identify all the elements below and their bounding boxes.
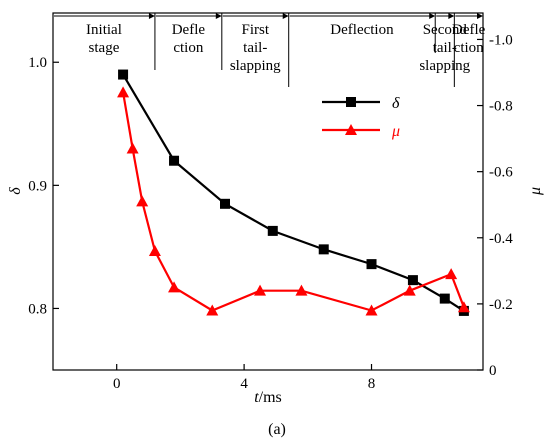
x-axis-variable: t [254, 389, 259, 406]
stage-label: ction [173, 40, 203, 56]
stage-label: First [242, 22, 270, 38]
data-point-square [267, 225, 278, 236]
right-axis-ticks: 0 -0.2 -0.4 -0.6 -0.8 -1.0 [477, 32, 513, 379]
right-tick-label: -0.4 [489, 231, 513, 247]
stage-label: stage [89, 40, 120, 56]
figure-caption: (a) [268, 421, 286, 438]
stage-label: tail- [433, 40, 457, 56]
series-layer [117, 69, 470, 316]
x-tick-label: 8 [368, 376, 376, 392]
stage-arrowhead [448, 13, 455, 19]
legend-marker-square [346, 97, 356, 107]
right-tick-label: -0.2 [489, 297, 513, 313]
data-point-square [318, 244, 329, 255]
series-line [121, 92, 465, 312]
data-point-triangle [403, 284, 416, 296]
data-point-square [220, 198, 230, 209]
right-tick-label: -0.8 [489, 99, 513, 115]
stage-label: slapping [419, 58, 470, 74]
data-point-square [439, 293, 450, 304]
data-point-triangle [254, 284, 267, 296]
left-tick-label: 0.8 [28, 301, 47, 317]
right-tick-label: -1.0 [489, 32, 513, 48]
data-point-triangle [168, 281, 181, 293]
x-axis-unit: /ms [259, 389, 282, 406]
left-axis-title: δ [7, 187, 24, 195]
data-point-square [169, 155, 180, 166]
stage-label: tail- [243, 40, 267, 56]
x-tick-label: 0 [113, 376, 121, 392]
left-tick-label: 1.0 [28, 55, 47, 71]
data-point-triangle [445, 268, 458, 280]
plot-frame [52, 12, 484, 371]
stage-label: Defle [452, 22, 486, 38]
data-point-square [366, 259, 377, 270]
data-point-triangle [457, 301, 470, 313]
legend: δμ [322, 95, 400, 140]
data-point-triangle [295, 284, 308, 296]
stage-arrowhead [429, 13, 436, 19]
stage-label: Initial [86, 22, 122, 38]
stage-arrowhead [282, 13, 289, 19]
stage-label: slapping [230, 58, 281, 74]
stage-arrowhead [215, 13, 222, 19]
data-point-triangle [136, 195, 149, 207]
left-tick-label: 0.9 [28, 178, 47, 194]
stage-label: Second [423, 22, 468, 38]
stage-label: Deflection [330, 22, 394, 38]
data-point-triangle [206, 304, 219, 316]
legend-label: μ [391, 123, 400, 140]
data-point-square [407, 275, 418, 286]
stage-arrowhead [477, 13, 483, 19]
stage-label: Defle [172, 22, 206, 38]
left-axis-ticks: 0.8 0.9 1.0 [28, 55, 59, 317]
stage-arrowhead [148, 13, 155, 19]
stage-label: ction [454, 40, 484, 56]
right-tick-label: 0 [489, 363, 497, 379]
right-axis-title: μ [527, 187, 544, 196]
x-tick-label: 4 [240, 376, 248, 392]
data-point-triangle [148, 245, 161, 256]
right-tick-label: -0.6 [489, 165, 513, 181]
data-point-triangle [365, 304, 378, 316]
bottom-axis-ticks: 0 4 8 [113, 364, 375, 392]
data-point-triangle [117, 86, 130, 98]
data-point-triangle [126, 142, 139, 154]
data-point-square [118, 69, 129, 80]
x-axis-title: t/ms [254, 389, 282, 406]
legend-marker-triangle [345, 124, 357, 135]
stage-annotations: InitialstageDeflectionFirsttail-slapping… [54, 13, 486, 87]
legend-label: δ [392, 95, 400, 112]
